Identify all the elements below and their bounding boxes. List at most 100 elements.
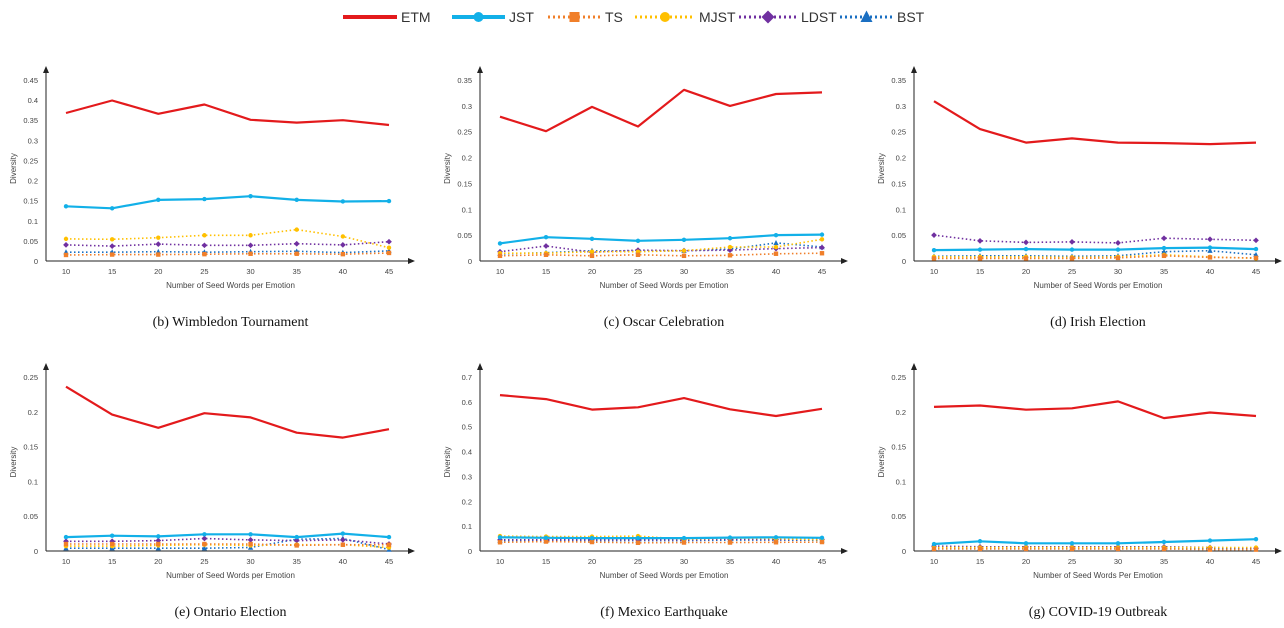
data-point [773, 535, 779, 540]
data-point [294, 543, 299, 548]
y-tick-label: 0.1 [462, 522, 472, 531]
x-tick-label: 45 [1252, 557, 1260, 566]
data-point [681, 248, 687, 253]
data-point [773, 540, 779, 545]
legend-label: LDST [801, 9, 837, 25]
y-tick-label: 0.2 [896, 408, 906, 417]
data-point [63, 242, 69, 248]
y-tick-label: 0.25 [23, 156, 38, 165]
series-jst [931, 245, 1259, 253]
x-tick-label: 25 [634, 557, 642, 566]
data-point [1069, 247, 1075, 252]
series-line [65, 195, 390, 210]
x-tick-label: 45 [818, 267, 826, 276]
data-point [1207, 547, 1213, 552]
data-point [681, 535, 687, 541]
x-tick-label: 45 [1252, 267, 1260, 276]
series-line [933, 538, 1257, 546]
data-point [497, 241, 503, 246]
data-point [1069, 256, 1075, 261]
data-point [201, 242, 208, 249]
data-point [1161, 235, 1167, 242]
series-ldst [63, 238, 392, 249]
x-tick-label: 40 [1206, 557, 1214, 566]
y-tick-label: 0.3 [896, 102, 906, 111]
x-tick-label: 15 [542, 557, 550, 566]
x-tick-label: 15 [542, 267, 550, 276]
x-tick-label: 20 [1022, 557, 1030, 566]
data-point [819, 237, 825, 242]
x-axis-label: Number of Seed Words per Emotion [600, 571, 729, 580]
data-point [1253, 536, 1259, 542]
series-ldst [931, 232, 1259, 246]
data-point [248, 541, 253, 547]
data-point [156, 252, 161, 257]
data-point [681, 237, 687, 242]
series-line [933, 100, 1257, 146]
x-tick-label: 35 [1160, 267, 1168, 276]
y-tick-label: 0.15 [23, 443, 38, 452]
series-line [65, 240, 390, 247]
data-point [773, 251, 779, 256]
y-tick-label: 0.35 [457, 76, 472, 85]
data-point [1253, 547, 1259, 552]
y-tick-label: 0.25 [23, 373, 38, 382]
y-tick-label: 0 [468, 547, 472, 556]
data-point [589, 535, 595, 541]
chart-caption: (g) COVID-19 Outbreak [1028, 605, 1168, 620]
y-tick-label: 0.3 [462, 472, 472, 481]
data-point [543, 235, 549, 240]
x-axis-arrow [841, 548, 848, 554]
legend-marker [860, 10, 873, 22]
series-line [499, 88, 823, 133]
data-point [386, 534, 392, 540]
data-point [247, 537, 254, 543]
data-point [1069, 239, 1075, 245]
series-line [66, 250, 390, 254]
data-point [1161, 248, 1167, 254]
series-line [65, 252, 390, 256]
data-point [1207, 538, 1213, 543]
data-point [386, 198, 392, 204]
data-point [202, 532, 207, 537]
data-point [248, 194, 253, 199]
y-tick-label: 0.15 [891, 179, 906, 188]
y-tick-label: 0.1 [896, 477, 906, 486]
chart-caption: (c) Oscar Celebration [603, 315, 725, 330]
y-axis-label: Diversity [9, 153, 18, 184]
legend-item-mjst: MJST [635, 9, 736, 25]
data-point [340, 542, 346, 547]
y-tick-label: 0.45 [23, 76, 38, 85]
data-point [247, 242, 254, 249]
legend-label: JST [509, 9, 534, 25]
series-etm [499, 394, 823, 418]
data-point [1253, 246, 1259, 252]
y-tick-label: 0.1 [462, 205, 472, 214]
data-point [1115, 255, 1121, 261]
legend-marker [569, 12, 580, 22]
chart-5: 0 0.1 0.2 0.3 0.4 0.5 0.6 0.7 10 15 20 25 30 35 40 45 Nu… [443, 363, 848, 580]
data-point [386, 542, 392, 547]
data-point [248, 251, 253, 256]
data-point [386, 245, 392, 250]
data-point [1253, 255, 1259, 261]
data-point [1023, 239, 1029, 246]
series-jst [63, 531, 392, 540]
data-point [1161, 539, 1167, 545]
legend-item-ts: TS [548, 9, 623, 25]
data-point [156, 541, 161, 547]
series-line [499, 252, 823, 257]
legend-marker [473, 12, 484, 22]
y-tick-label: 0 [34, 547, 38, 556]
data-point [1115, 546, 1121, 552]
chart-4: 0 0.05 0.1 0.15 0.2 0.25 10 15 20 25 30 35 40 45 Numbe… [9, 363, 415, 580]
chart-3: 0 0.05 0.1 0.15 0.2 0.25 0.3 0.35 10 15 20 25 30 35 40… [877, 66, 1282, 290]
y-tick-label: 0.35 [23, 116, 38, 125]
legend-marker [660, 12, 670, 22]
data-point [340, 199, 346, 204]
series-etm [65, 385, 390, 439]
x-tick-label: 45 [385, 557, 393, 566]
data-point [1023, 256, 1029, 261]
y-tick-label: 0.6 [462, 398, 472, 407]
series-line [499, 536, 823, 540]
